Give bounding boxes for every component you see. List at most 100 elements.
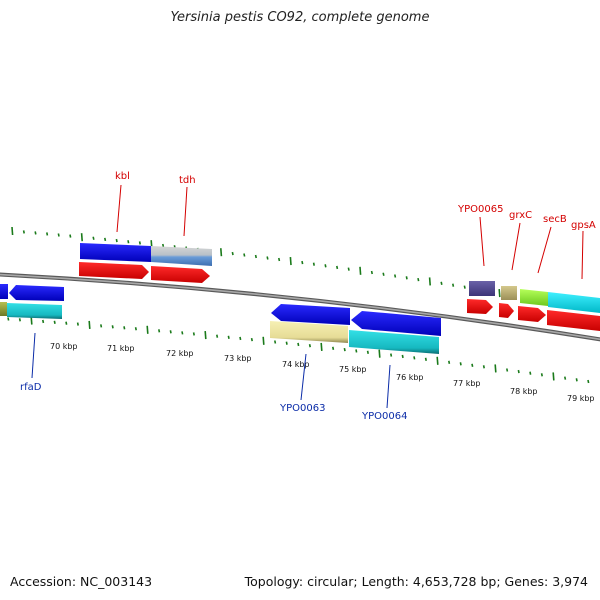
minor-tick: [239, 336, 242, 341]
gene-block: [520, 289, 548, 306]
minor-tick: [76, 322, 79, 326]
major-tick: [494, 364, 497, 373]
minor-tick: [127, 240, 130, 244]
minor-tick: [192, 332, 195, 336]
minor-tick: [336, 265, 339, 270]
gene-arrow: [271, 304, 350, 325]
major-tick: [80, 233, 83, 242]
minor-tick: [65, 321, 68, 325]
major-tick: [289, 256, 292, 266]
minor-tick: [390, 353, 393, 357]
minor-tick: [417, 277, 420, 282]
gene-label-secB: secB: [543, 214, 567, 225]
major-tick: [320, 342, 323, 352]
minor-tick: [100, 324, 103, 328]
gene-group-YPO0063-YPO0064: [270, 304, 441, 354]
minor-tick: [448, 360, 451, 364]
major-tick: [498, 288, 501, 298]
gene-label-gpsA: gpsA: [571, 220, 596, 231]
minor-tick: [227, 335, 230, 339]
minor-tick: [324, 264, 327, 268]
major-tick: [11, 226, 14, 236]
minor-tick: [413, 356, 416, 360]
minor-tick: [7, 317, 10, 321]
gene-block: [548, 292, 600, 313]
label-leaders: [31, 184, 584, 409]
gene-group-rfaD: [0, 284, 64, 319]
scale-label: 78 kbp: [510, 387, 538, 396]
minor-tick: [355, 349, 358, 353]
gene-block: [270, 321, 348, 343]
gene-arrow: [9, 285, 64, 301]
minor-tick: [471, 363, 474, 367]
minor-tick: [69, 234, 72, 238]
gene-block: [469, 281, 495, 296]
gene-label-tdh: tdh: [179, 175, 196, 186]
minor-tick: [104, 237, 107, 242]
minor-tick: [463, 285, 466, 289]
minor-tick: [366, 350, 369, 354]
minor-tick: [134, 327, 137, 331]
major-tick: [88, 320, 91, 330]
minor-tick: [111, 325, 114, 329]
scale-label: 74 kbp: [282, 360, 310, 369]
gene-block: [0, 284, 8, 299]
scale-labels: 70 kbp 71 kbp 72 kbp 73 kbp 74 kbp 75 kb…: [50, 342, 595, 403]
gene-block: [151, 246, 212, 266]
gene-labels: kbl tdh YPO0065 grxC secB gpsA rfaD YPO0…: [20, 171, 596, 422]
scale-label: 79 kbp: [567, 394, 595, 403]
scale-ticks: [7, 226, 594, 384]
gene-block: [0, 302, 7, 316]
minor-tick: [169, 330, 172, 334]
minor-tick: [440, 281, 443, 285]
gene-arrow: [151, 266, 210, 283]
minor-tick: [22, 230, 25, 234]
minor-tick: [138, 241, 141, 245]
scale-label: 72 kbp: [166, 349, 194, 358]
minor-tick: [216, 334, 219, 338]
gene-arrow: [351, 311, 441, 336]
minor-tick: [370, 270, 373, 275]
gene-block: [349, 330, 439, 354]
gene-group-kbl-tdh: [79, 243, 212, 283]
major-tick: [552, 372, 555, 381]
minor-tick: [343, 347, 346, 352]
gene-label-rfaD: rfaD: [20, 382, 42, 393]
minor-tick: [162, 243, 165, 248]
minor-tick: [394, 274, 397, 278]
minor-tick: [506, 368, 509, 372]
minor-tick: [42, 319, 45, 324]
gene-label-YPO0063: YPO0063: [279, 403, 325, 414]
gene-block: [501, 286, 517, 300]
gene-group-right: [467, 281, 600, 331]
minor-tick: [274, 340, 277, 344]
major-tick: [428, 277, 431, 286]
scale-label: 73 kbp: [224, 354, 252, 363]
minor-tick: [452, 283, 455, 287]
major-tick: [220, 248, 223, 257]
minor-tick: [564, 376, 567, 380]
major-tick: [262, 336, 265, 345]
scale-label: 75 kbp: [339, 365, 367, 374]
genome-summary-text: Topology: circular; Length: 4,653,728 bp…: [244, 574, 588, 589]
gene-arrow: [518, 306, 546, 322]
scale-label: 71 kbp: [107, 344, 135, 353]
gene-arrow: [499, 303, 514, 318]
minor-tick: [53, 320, 56, 324]
minor-tick: [382, 272, 385, 276]
gene-label-YPO0064: YPO0064: [361, 411, 407, 422]
minor-tick: [575, 378, 578, 382]
minor-tick: [347, 267, 350, 271]
minor-tick: [231, 251, 234, 256]
minor-tick: [517, 369, 520, 374]
minor-tick: [278, 257, 281, 262]
minor-tick: [301, 260, 304, 265]
minor-tick: [115, 238, 118, 243]
minor-tick: [405, 276, 408, 280]
scale-label: 76 kbp: [396, 373, 424, 382]
major-tick: [146, 325, 149, 334]
gene-arrow: [467, 299, 493, 314]
gene-label-YPO0065: YPO0065: [457, 204, 503, 215]
gene-label-grxC: grxC: [509, 210, 532, 221]
gene-block: [80, 243, 151, 262]
